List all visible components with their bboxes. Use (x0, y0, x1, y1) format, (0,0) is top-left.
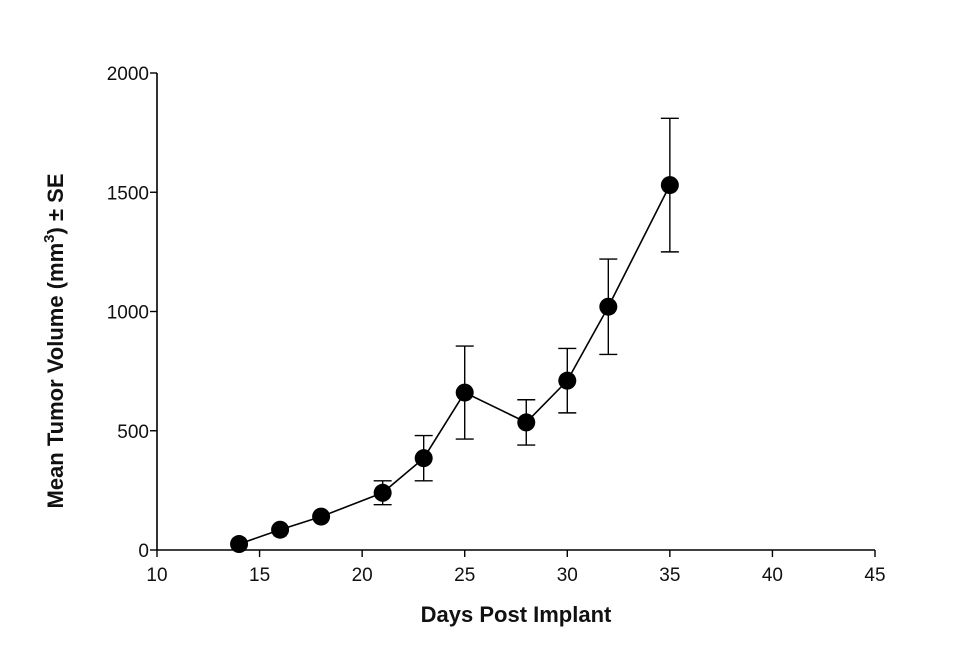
data-point (660, 176, 679, 195)
data-point (230, 535, 249, 554)
y-tick-label: 1500 (107, 183, 149, 204)
y-axis-title: Mean Tumor Volume (mm3) ± SE (41, 174, 68, 509)
y-axis-title-close: ) (43, 221, 68, 234)
data-point (599, 297, 618, 316)
series-line (238, 184, 671, 545)
y-tick-label: 2000 (107, 64, 149, 85)
x-tick-label: 15 (249, 565, 270, 586)
x-tick-label: 25 (454, 565, 475, 586)
y-tick-label: 1000 (107, 303, 149, 324)
data-point (558, 371, 577, 390)
data-point (517, 413, 536, 432)
data-points (230, 176, 679, 554)
y-axis-title-plus-minus: ± (43, 209, 68, 221)
y-axis-title-main: Mean Tumor Volume (mm (43, 243, 68, 509)
data-point (414, 449, 433, 468)
x-tick-label: 35 (659, 565, 680, 586)
x-axis-title: Days Post Implant (421, 602, 612, 627)
data-point (455, 383, 474, 402)
x-tick-label: 45 (864, 565, 885, 586)
y-ticks: 0 500 1000 1500 2000 (107, 64, 157, 562)
data-point (271, 520, 290, 539)
x-tick-label: 20 (352, 565, 373, 586)
x-tick-label: 40 (762, 565, 783, 586)
y-tick-label: 0 (138, 541, 149, 562)
x-tick-label: 10 (146, 565, 167, 586)
data-point (312, 507, 331, 526)
y-tick-label: 500 (117, 422, 149, 443)
axes (156, 73, 875, 551)
data-point (373, 483, 392, 502)
y-axis-title-superscript: 3 (41, 235, 58, 243)
error-bars (373, 117, 679, 506)
y-axis-title-end: SE (43, 174, 68, 209)
x-tick-label: 30 (557, 565, 578, 586)
x-ticks: 10 15 20 25 30 35 40 45 (146, 550, 886, 586)
